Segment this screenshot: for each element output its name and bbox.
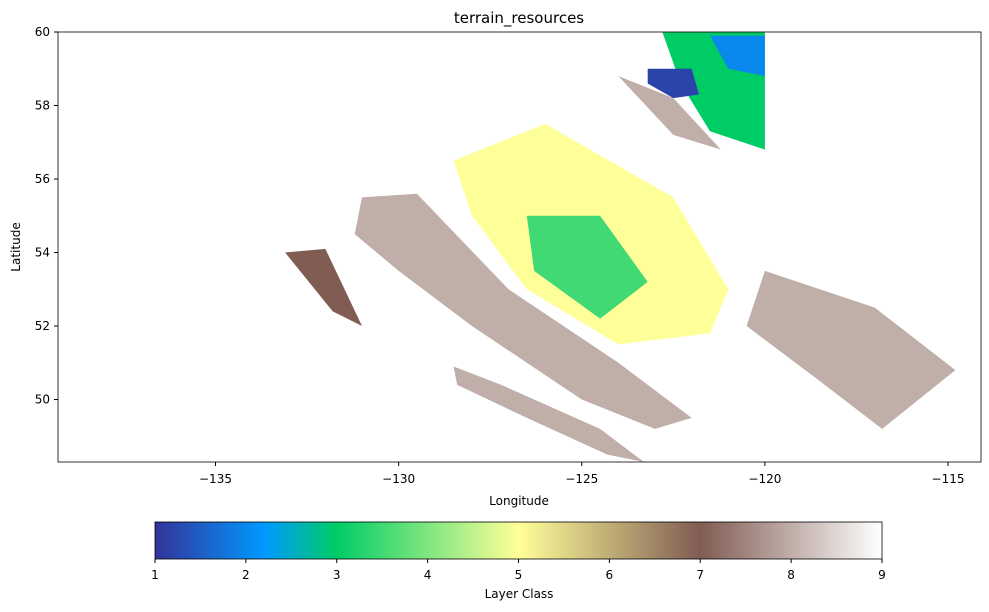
terrain-region-5 [354, 193, 692, 429]
colorbar-tick-label: 7 [696, 568, 704, 582]
colorbar-ticks: 1 2 3 4 5 6 7 8 9 [151, 559, 886, 582]
x-tick-label: −115 [932, 472, 965, 486]
x-axis: −135 −130 −125 −120 −115 [199, 462, 965, 486]
colorbar-tick-label: 9 [878, 568, 886, 582]
y-axis-label: Latitude [9, 222, 23, 271]
terrain-region-6 [746, 270, 956, 429]
colorbar-label: Layer Class [485, 587, 554, 601]
colorbar-tick-label: 4 [424, 568, 432, 582]
y-tick-label: 52 [35, 319, 50, 333]
terrain-region-1 [709, 35, 765, 77]
x-tick-label: −135 [199, 472, 232, 486]
terrain-region-2 [647, 68, 699, 99]
colorbar-tick-label: 8 [787, 568, 795, 582]
y-tick-label: 60 [35, 25, 50, 39]
x-tick-label: −120 [748, 472, 781, 486]
y-tick-label: 58 [35, 99, 50, 113]
terrain-region-8 [285, 248, 363, 327]
terrain-region-9 [453, 366, 645, 462]
x-axis-label: Longitude [489, 494, 549, 508]
x-tick-label: −130 [382, 472, 415, 486]
y-tick-label: 50 [35, 393, 50, 407]
y-tick-label: 56 [35, 172, 50, 186]
colorbar-tick-label: 1 [151, 568, 159, 582]
plot-frame [57, 31, 982, 463]
colorbar-tick-label: 3 [333, 568, 341, 582]
terrain-region-4 [526, 215, 648, 319]
colorbar-tick-label: 2 [242, 568, 250, 582]
colorbar-tick-label: 6 [606, 568, 614, 582]
colorbar [154, 521, 883, 560]
x-tick-label: −125 [565, 472, 598, 486]
colorbar-tick-label: 5 [515, 568, 523, 582]
y-tick-label: 54 [35, 246, 50, 260]
terrain-regions [285, 32, 956, 462]
terrain-region-7 [618, 76, 721, 150]
y-axis: 50 52 54 56 58 60 [35, 25, 58, 407]
chart-title: terrain_resources [454, 9, 584, 28]
